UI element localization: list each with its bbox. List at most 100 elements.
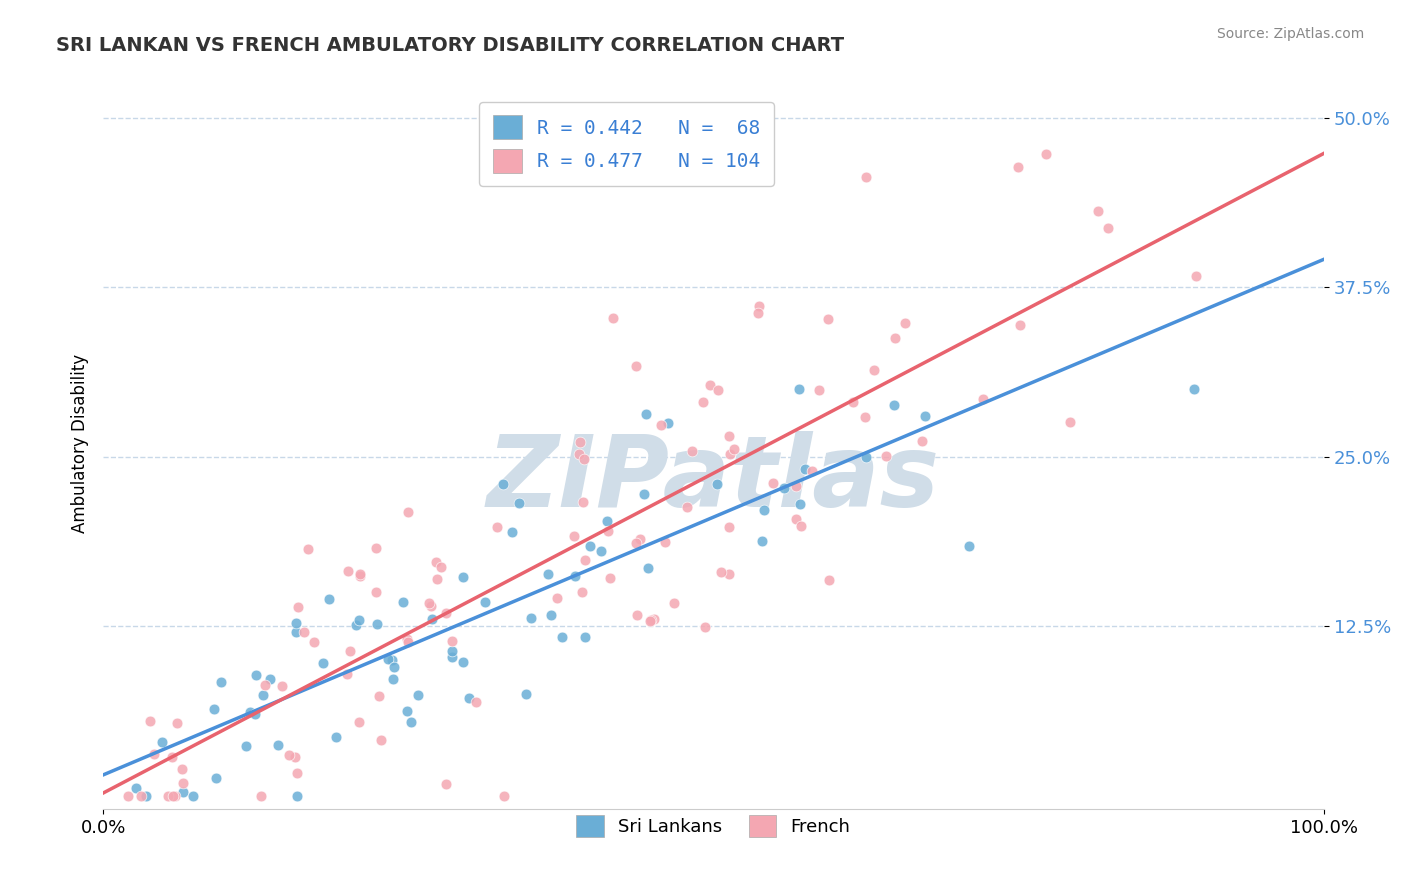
French: [718, 447, 741, 461]
Y-axis label: Ambulatory Disability: Ambulatory Disability: [72, 354, 89, 533]
Sri Lankans: [391, 594, 413, 608]
Sri Lankans: [267, 739, 290, 753]
French: [292, 625, 315, 640]
Sri Lankans: [636, 407, 658, 421]
French: [853, 410, 876, 425]
French: [682, 444, 704, 458]
French: [166, 716, 188, 731]
Sri Lankans: [540, 607, 562, 622]
French: [571, 584, 593, 599]
Sri Lankans: [574, 630, 596, 644]
French: [142, 747, 165, 761]
French: [287, 600, 309, 615]
French: [1035, 146, 1057, 161]
Sri Lankans: [209, 674, 232, 689]
Sri Lankans: [420, 612, 443, 626]
French: [706, 384, 728, 398]
Sri Lankans: [325, 730, 347, 744]
French: [396, 632, 419, 647]
Sri Lankans: [181, 789, 204, 803]
Sri Lankans: [377, 652, 399, 666]
Sri Lankans: [349, 613, 371, 627]
French: [1059, 415, 1081, 429]
French: [628, 533, 651, 547]
Sri Lankans: [284, 625, 307, 640]
Sri Lankans: [235, 739, 257, 754]
French: [349, 566, 371, 581]
Sri Lankans: [135, 789, 157, 803]
Sri Lankans: [591, 543, 613, 558]
French: [277, 747, 299, 762]
Sri Lankans: [957, 539, 980, 553]
Sri Lankans: [537, 566, 560, 581]
French: [1097, 220, 1119, 235]
French: [748, 299, 770, 313]
Sri Lankans: [150, 734, 173, 748]
Sri Lankans: [501, 525, 523, 540]
Sri Lankans: [239, 705, 262, 719]
French: [297, 542, 319, 557]
Sri Lankans: [451, 655, 474, 669]
French: [972, 392, 994, 407]
French: [1087, 204, 1109, 219]
French: [785, 512, 807, 526]
Sri Lankans: [451, 570, 474, 584]
Sri Lankans: [515, 687, 537, 701]
Sri Lankans: [508, 496, 530, 510]
French: [699, 378, 721, 392]
French: [723, 442, 745, 456]
Sri Lankans: [344, 618, 367, 632]
French: [367, 690, 389, 704]
French: [434, 776, 457, 790]
French: [271, 679, 294, 693]
Legend: Sri Lankans, French: Sri Lankans, French: [569, 807, 858, 844]
Sri Lankans: [205, 771, 228, 785]
French: [160, 750, 183, 764]
Sri Lankans: [657, 416, 679, 430]
French: [785, 479, 807, 493]
French: [284, 750, 307, 764]
French: [596, 524, 619, 539]
French: [172, 776, 194, 790]
Sri Lankans: [396, 705, 419, 719]
Sri Lankans: [259, 672, 281, 686]
French: [638, 614, 661, 628]
French: [418, 595, 440, 609]
French: [643, 611, 665, 625]
Sri Lankans: [855, 450, 877, 465]
French: [626, 607, 648, 622]
Sri Lankans: [474, 595, 496, 609]
Sri Lankans: [381, 653, 404, 667]
French: [710, 566, 733, 580]
French: [162, 789, 184, 803]
French: [676, 500, 699, 514]
Sri Lankans: [399, 715, 422, 730]
French: [249, 789, 271, 803]
French: [568, 447, 591, 461]
French: [855, 170, 877, 185]
French: [430, 560, 453, 574]
French: [718, 429, 741, 443]
French: [883, 331, 905, 345]
French: [117, 789, 139, 803]
French: [602, 310, 624, 325]
French: [817, 573, 839, 587]
Sri Lankans: [492, 476, 515, 491]
French: [420, 599, 443, 613]
French: [426, 572, 449, 586]
Sri Lankans: [440, 650, 463, 665]
Sri Lankans: [633, 487, 655, 501]
Sri Lankans: [883, 398, 905, 412]
French: [366, 541, 388, 555]
Sri Lankans: [381, 672, 404, 686]
French: [440, 634, 463, 648]
Sri Lankans: [551, 631, 574, 645]
French: [718, 566, 741, 581]
French: [817, 311, 839, 326]
French: [1008, 318, 1031, 333]
French: [800, 464, 823, 478]
French: [568, 434, 591, 449]
Sri Lankans: [520, 610, 543, 624]
French: [875, 449, 897, 463]
French: [492, 789, 515, 803]
